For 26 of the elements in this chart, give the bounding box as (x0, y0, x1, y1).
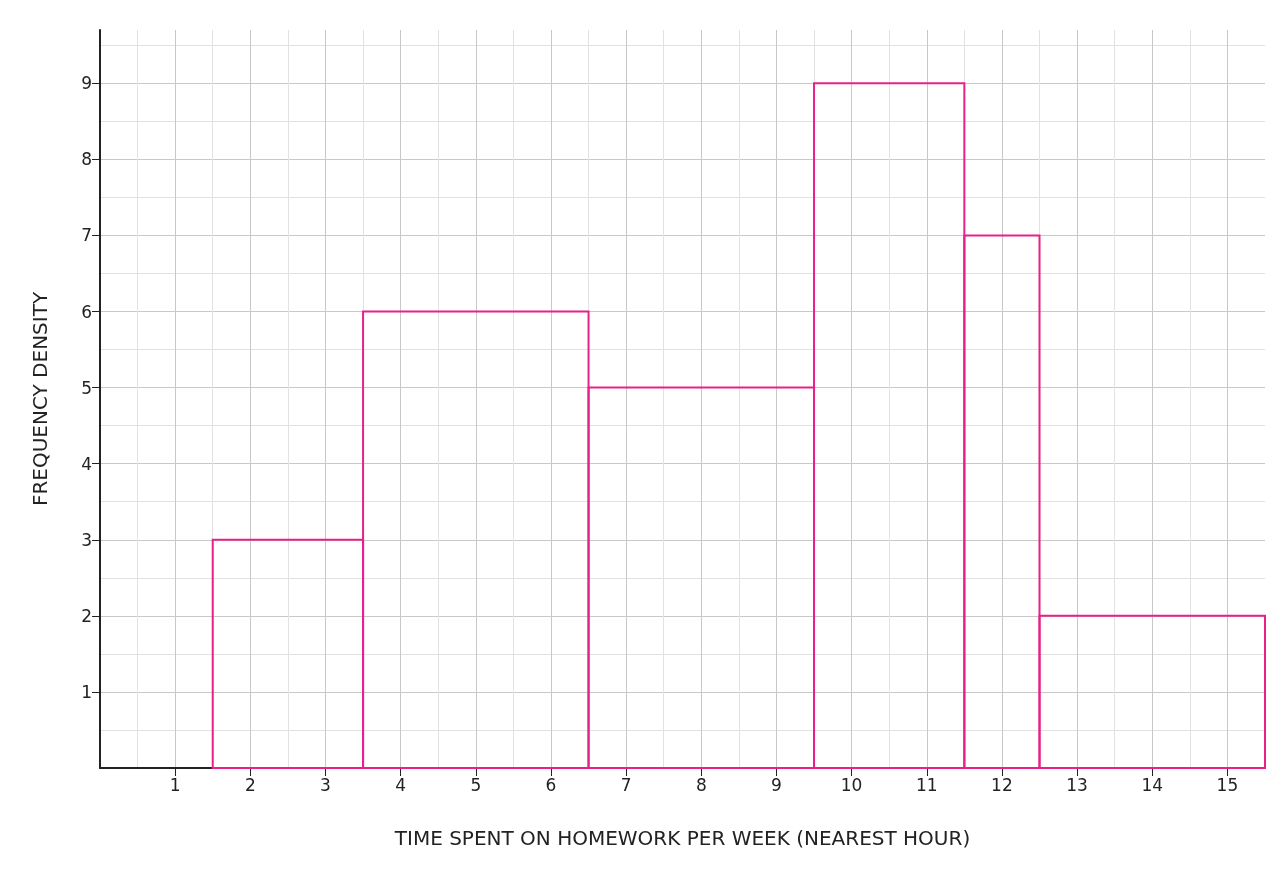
x-tick-label: 7 (620, 774, 632, 795)
y-tick-label: 6 (81, 301, 92, 322)
x-tick-label: 1 (169, 774, 181, 795)
x-tick-label: 12 (991, 774, 1013, 795)
y-axis-title: FREQUENCY DENSITY (28, 291, 52, 507)
x-tick-label: 8 (695, 774, 707, 795)
x-tick-label: 10 (840, 774, 863, 795)
x-tick-label: 3 (320, 774, 331, 795)
y-tick-label: 8 (81, 149, 92, 170)
y-tick-label: 1 (81, 681, 92, 702)
x-axis-title: TIME SPENT ON HOMEWORK PER WEEK (NEAREST HOUR) (393, 826, 971, 850)
x-tick-label: 5 (470, 774, 482, 795)
y-tick-label: 9 (81, 73, 92, 94)
x-tick-label: 6 (545, 774, 557, 795)
x-tick-label: 14 (1141, 774, 1164, 795)
y-tick-label: 7 (81, 225, 92, 246)
y-tick-label: 5 (81, 377, 92, 398)
y-tick-label: 4 (81, 453, 92, 474)
x-tick-label: 11 (915, 774, 938, 795)
y-tick-label: 2 (81, 605, 92, 626)
x-tick-label: 9 (771, 774, 782, 795)
x-tick-label: 2 (244, 774, 256, 795)
x-tick-label: 15 (1216, 774, 1239, 795)
x-tick-label: 4 (395, 774, 407, 795)
y-tick-label: 3 (81, 529, 92, 550)
x-tick-label: 13 (1066, 774, 1088, 795)
